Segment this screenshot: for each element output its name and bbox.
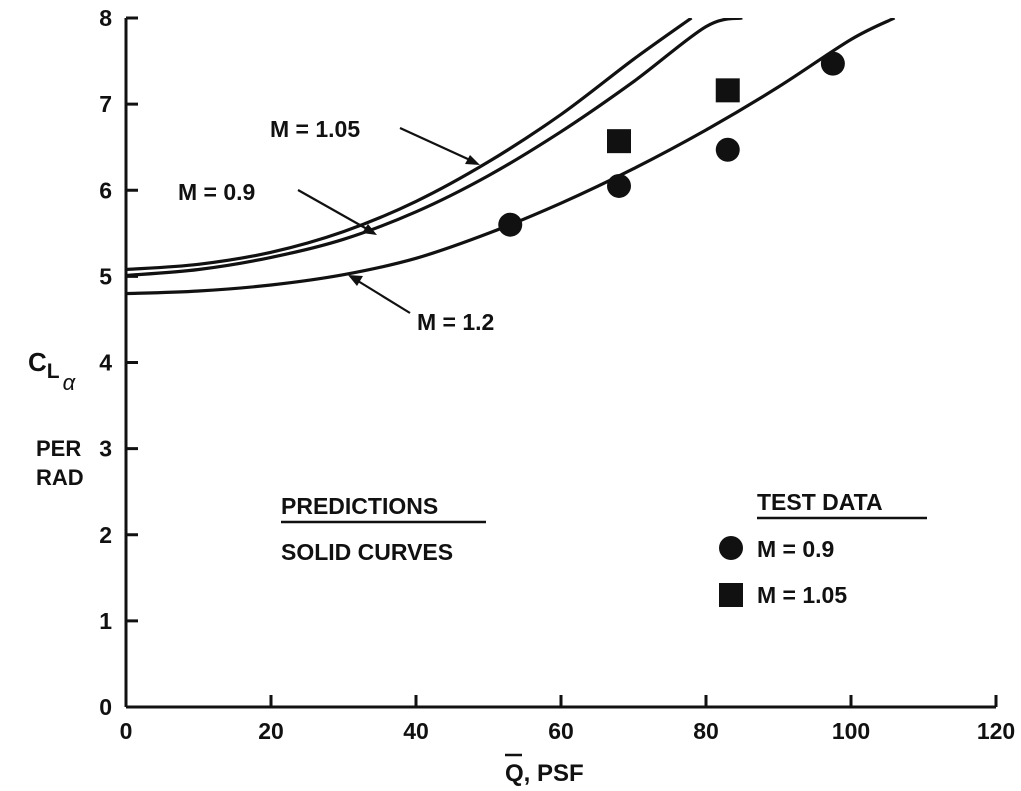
y-axis-label-sub2: α [63,370,77,395]
x-axis-label-suffix: , PSF [524,760,584,787]
test-point-square [715,78,740,103]
y-tick-label: 5 [99,263,112,289]
legend-circle-marker [719,536,743,560]
test-point-circle [715,137,740,162]
test-data-title: TEST DATA [757,489,883,515]
x-tick-label: 40 [403,718,429,744]
curve-arrowhead-m09 [362,224,377,235]
predictions-title: PREDICTIONS [281,493,438,519]
legend-circle-label: M = 0.9 [757,536,834,562]
curve-m-0-9 [126,18,743,278]
y-axis-label-per: PER [36,436,81,461]
y-tick-label: 6 [99,177,112,203]
curve-arrowhead-m105 [465,155,480,165]
curve-label-m105: M = 1.05 [270,116,360,142]
x-axis-label-main: Q [505,760,524,787]
curve-m-1-05 [126,18,693,272]
curve-m-1-2 [126,18,896,296]
x-axis-label: Q, PSF [505,760,584,787]
curve-label-m12: M = 1.2 [417,309,494,335]
curve-arrow-m12 [357,280,411,314]
x-tick-label: 60 [548,718,574,744]
x-tick-label: 80 [693,718,719,744]
y-tick-label: 4 [99,350,112,376]
predictions-subtitle: SOLID CURVES [281,539,453,565]
y-tick-label: 0 [99,694,112,720]
test-point-circle [607,173,631,198]
curve-arrowhead-m12 [348,275,363,286]
y-axis-label: CL α [28,347,77,395]
legend-square-marker [719,583,743,607]
x-tick-label: 120 [977,718,1015,744]
curve-arrow-m105 [399,126,471,162]
y-tick-label: 1 [99,608,112,634]
test-point-square [607,129,631,154]
y-axis-label-sub1: L [47,360,60,383]
x-tick-label: 20 [258,718,284,744]
legend-square-label: M = 1.05 [757,582,847,608]
test-point-circle [498,212,523,237]
curve-label-m09: M = 0.9 [178,179,255,205]
y-tick-label: 2 [99,522,112,548]
x-tick-label: 0 [120,718,133,744]
test-point-circle [820,51,845,76]
y-tick-label: 7 [99,91,112,117]
curve-arrow-m09 [297,189,368,230]
x-tick-label: 100 [832,718,870,744]
y-axis-label-rad: RAD [36,465,84,490]
y-tick-label: 3 [99,436,112,462]
y-tick-label: 8 [99,5,112,31]
y-axis-label-main: C [28,347,47,377]
